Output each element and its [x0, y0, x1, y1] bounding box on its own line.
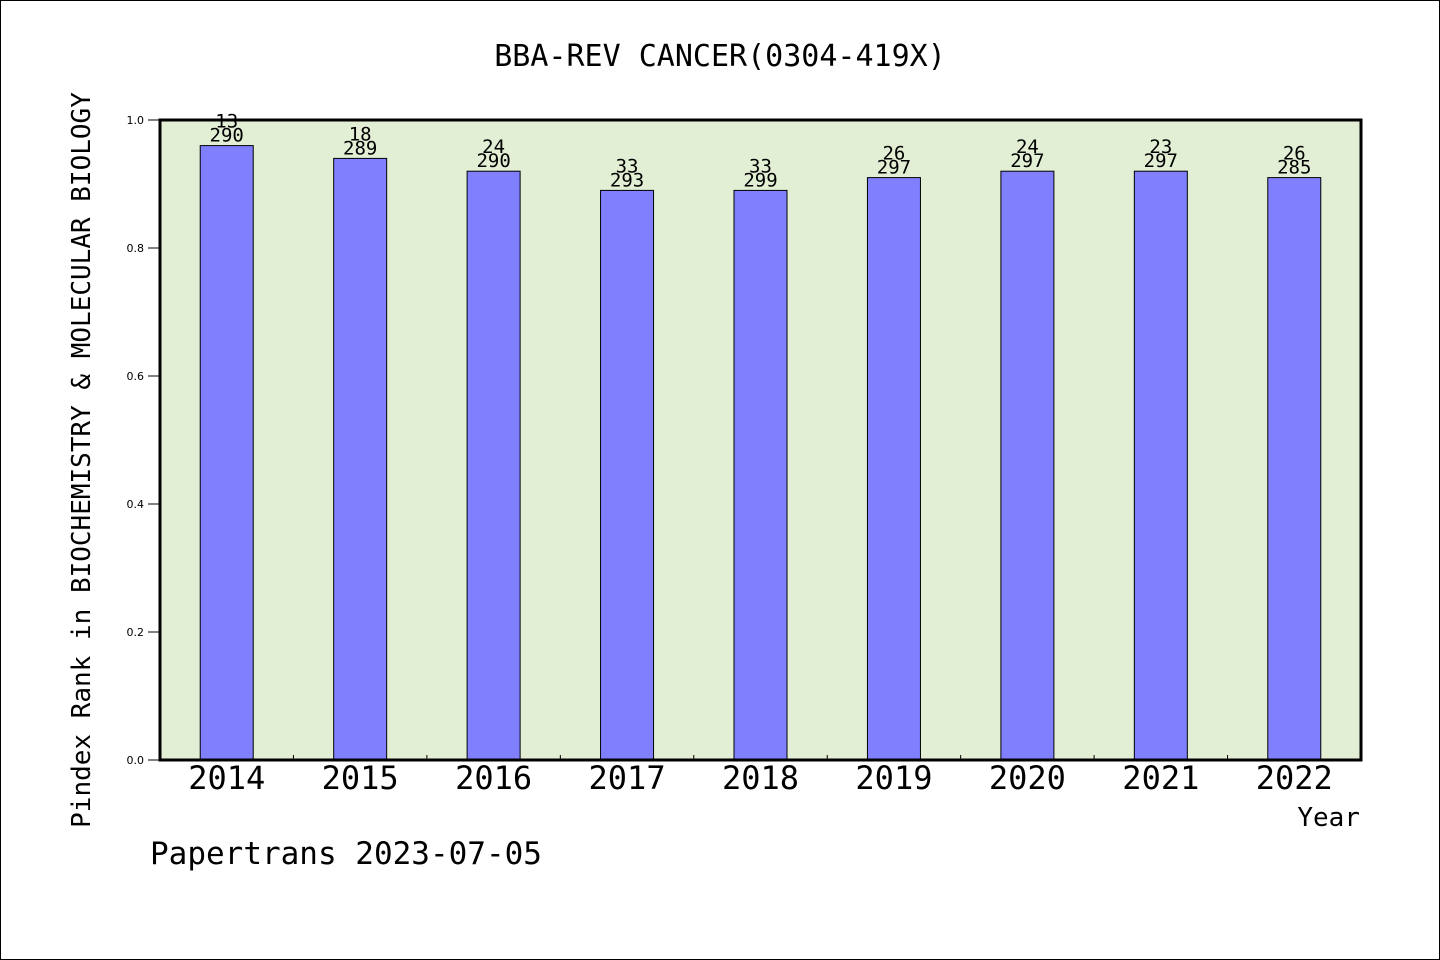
total-label-2015: 289 — [343, 137, 377, 159]
total-label-2022: 285 — [1277, 157, 1311, 179]
x-tick-label-2018: 2018 — [722, 759, 799, 797]
total-label-2019: 297 — [877, 157, 911, 179]
total-label-2018: 299 — [743, 169, 777, 191]
bar-2019 — [866, 177, 921, 761]
x-tick-label-2015: 2015 — [322, 759, 399, 797]
y-tick-label-1.0: 1.0 — [127, 114, 145, 127]
bar-2014 — [199, 145, 254, 761]
rank-label-2018: 33 — [749, 155, 772, 177]
x-tick-label-2020: 2020 — [989, 759, 1066, 797]
total-label-2020: 297 — [1010, 150, 1044, 172]
rank-label-2020: 24 — [1016, 136, 1039, 158]
source-date-label: Papertrans 2023-07-05 — [150, 836, 542, 872]
rank-label-2021: 23 — [1149, 136, 1172, 158]
x-tick-label-2019: 2019 — [855, 759, 932, 797]
y-tick-label-0.2: 0.2 — [127, 626, 145, 639]
y-axis-label: Pindex Rank in BIOCHEMISTRY & MOLECULAR … — [67, 92, 97, 828]
x-tick-label-2016: 2016 — [455, 759, 532, 797]
x-tick-label-2014: 2014 — [188, 759, 265, 797]
bar-2018 — [733, 189, 788, 761]
plot-border — [158, 118, 1363, 762]
rank-label-2017: 33 — [616, 155, 639, 177]
y-tick-label-0.6: 0.6 — [127, 370, 145, 383]
total-label-2017: 293 — [610, 169, 644, 191]
bar-2017 — [600, 189, 655, 761]
x-tick-label-2021: 2021 — [1122, 759, 1199, 797]
x-tick-label-2017: 2017 — [589, 759, 666, 797]
rank-label-2019: 26 — [882, 143, 905, 165]
y-tick-label-0.0: 0.0 — [127, 754, 145, 767]
total-label-2021: 297 — [1144, 150, 1178, 172]
total-label-2014: 290 — [210, 125, 244, 147]
bar-2022 — [1267, 177, 1322, 761]
bar-2015 — [333, 157, 388, 761]
bar-2021 — [1133, 170, 1188, 761]
y-tick-label-0.8: 0.8 — [127, 242, 145, 255]
chart-title: BBA-REV CANCER(0304-419X) — [494, 39, 946, 74]
rank-label-2014: 13 — [215, 111, 238, 133]
x-axis-label: Year — [1297, 803, 1360, 833]
x-tick-label-2022: 2022 — [1256, 759, 1333, 797]
total-label-2016: 290 — [476, 150, 510, 172]
rank-label-2022: 26 — [1283, 143, 1306, 165]
rank-label-2015: 18 — [349, 123, 372, 145]
y-tick-label-0.4: 0.4 — [127, 498, 145, 511]
bar-2016 — [466, 170, 521, 761]
rank-label-2016: 24 — [482, 136, 505, 158]
bar-2020 — [1000, 170, 1055, 761]
